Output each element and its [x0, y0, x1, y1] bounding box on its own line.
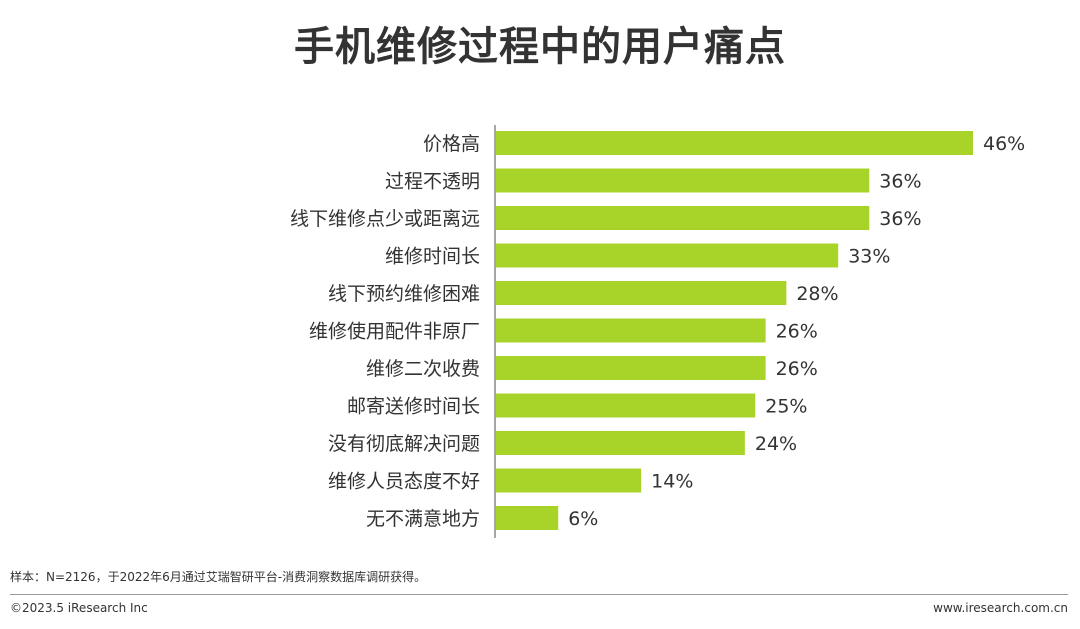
website-link[interactable]: www.iresearch.com.cn — [933, 601, 1068, 615]
bar-chart: 价格高 46% 过程不透明 36% 线下维修点少或距离远 36% 维修时间长 33% 线下预约维… — [290, 125, 1025, 538]
bar — [496, 506, 559, 530]
value-label: 28% — [796, 283, 838, 305]
copyright-text: ©2023.5 iResearch Inc — [10, 601, 148, 615]
bar — [496, 468, 642, 493]
category-label: 没有彻底解决问题 — [328, 433, 480, 455]
bar — [496, 318, 766, 343]
bar — [496, 393, 756, 418]
value-label: 14% — [651, 471, 693, 493]
category-label: 邮寄送修时间长 — [347, 396, 480, 418]
value-label: 46% — [983, 133, 1025, 155]
bar — [496, 356, 766, 380]
category-label: 价格高 — [423, 133, 480, 155]
category-label: 无不满意地方 — [366, 508, 480, 530]
value-label: 36% — [879, 208, 921, 230]
bar — [496, 431, 745, 455]
category-label: 维修二次收费 — [366, 358, 480, 380]
bar — [496, 168, 870, 193]
category-label: 维修使用配件非原厂 — [309, 321, 480, 343]
bar — [496, 131, 973, 155]
value-label: 25% — [765, 396, 807, 418]
footer-divider — [10, 594, 1068, 595]
value-label: 26% — [776, 321, 818, 343]
value-label: 36% — [879, 171, 921, 193]
bar — [496, 281, 787, 305]
sample-note: 样本：N=2126，于2022年6月通过艾瑞智研平台-消费洞察数据库调研获得。 — [10, 570, 427, 584]
value-label: 6% — [568, 508, 598, 530]
category-label: 维修人员态度不好 — [328, 471, 480, 493]
category-label: 过程不透明 — [385, 171, 480, 193]
category-label: 线下维修点少或距离远 — [290, 208, 480, 230]
chart-title: 手机维修过程中的用户痛点 — [294, 24, 786, 70]
bar — [496, 243, 839, 268]
value-label: 26% — [776, 358, 818, 380]
value-label: 33% — [848, 246, 890, 268]
category-label: 维修时间长 — [385, 246, 480, 268]
category-label: 线下预约维修困难 — [328, 283, 480, 305]
value-label: 24% — [755, 433, 797, 455]
bar — [496, 206, 870, 230]
